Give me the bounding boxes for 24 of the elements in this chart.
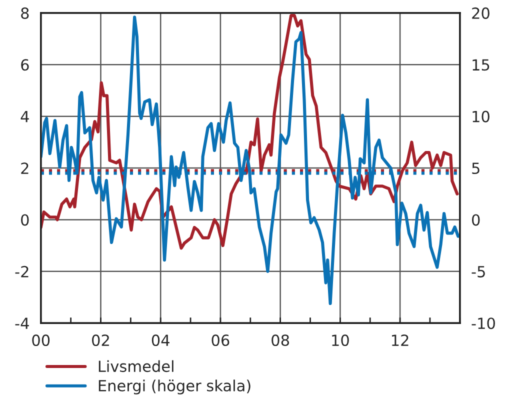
line-series xyxy=(40,16,460,305)
x-tick-label: 02 xyxy=(92,334,109,346)
y-tick-label: 0 xyxy=(21,214,29,226)
y-tick-label: 6 xyxy=(21,59,29,71)
y2-tick-label: 20 xyxy=(472,7,490,19)
y2-tick-label: 0 xyxy=(472,214,480,226)
x-tick-label: 06 xyxy=(212,334,230,346)
y-tick-label: -2 xyxy=(15,266,28,278)
x-tick-label: 12 xyxy=(392,334,408,346)
y2-tick-label: -5 xyxy=(472,266,485,278)
y-tick-label: -4 xyxy=(15,318,29,329)
x-tick-label: 08 xyxy=(272,334,289,346)
x-tick-label: 00 xyxy=(32,334,50,346)
y2-tick-label: 10 xyxy=(472,110,490,122)
y2-tick-label: 15 xyxy=(472,59,490,71)
legend-label: Livsmedel xyxy=(98,360,174,372)
y2-tick-label: -10 xyxy=(472,318,495,330)
y-tick-label: 8 xyxy=(21,7,29,19)
y-tick-label: 4 xyxy=(20,111,29,122)
y-tick-label: 2 xyxy=(21,162,28,174)
legend-label: Energi (höger skala) xyxy=(98,380,250,394)
x-tick-label: 10 xyxy=(332,334,349,346)
y2-tick-label: 5 xyxy=(472,162,480,174)
x-tick-label: 04 xyxy=(152,334,170,346)
